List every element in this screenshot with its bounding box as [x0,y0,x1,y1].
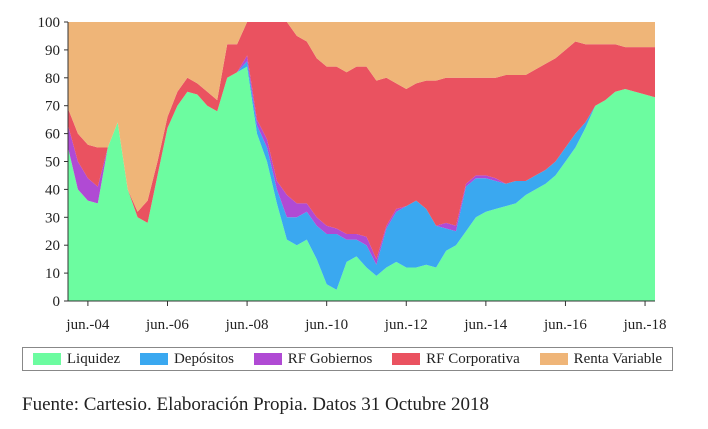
x-tick-label: jun.-06 [145,317,189,333]
area-renta-variable [68,22,655,212]
area-liquidez [68,66,655,301]
y-tick-label: 100 [38,15,61,31]
x-tick-label: jun.-10 [304,317,348,333]
y-tick-label: 10 [45,266,60,282]
source-note: Fuente: Cartesio. Elaboración Propia. Da… [22,394,489,415]
legend-item-rf-corporativa: RF Corporativa [392,351,520,368]
legend-swatch-renta-variable [539,353,568,365]
legend-swatch-rf-corporativa [392,353,421,365]
legend-swatch-rf-gobiernos [253,353,282,365]
x-tick-label: jun.-12 [384,317,428,333]
legend-swatch-depositos [139,353,168,365]
area-rf-corporativa [68,22,655,260]
chart-axes: 0 10 20 30 40 50 60 70 80 90 100 jun.-04 jun.-06 jun.… [38,15,667,333]
legend-label-liquidez: Liquidez [66,350,121,367]
legend-label-renta-variable: Renta Variable [573,350,663,367]
legend: Liquidez Depósitos RF Gobiernos RF Corpo… [22,347,673,371]
y-tick-label: 50 [45,155,60,171]
y-tick-label: 80 [45,71,60,87]
legend-swatch-liquidez [32,353,61,365]
x-tick-label: jun.-16 [543,317,587,333]
y-tick-label: 40 [45,182,60,198]
legend-item-liquidez: Liquidez [32,350,121,368]
x-tick-label: jun.-14 [463,317,507,333]
x-tick-label: jun.-08 [225,317,269,333]
legend-item-renta-variable: Renta Variable [539,350,663,368]
x-tick-label: jun.-04 [65,317,109,333]
legend-label-depositos: Depósitos [173,350,234,367]
legend-item-rf-gobiernos: RF Gobiernos [253,350,373,368]
y-tick-label: 70 [45,99,60,115]
y-tick-label: 0 [53,294,61,310]
y-tick-label: 90 [45,43,60,59]
x-tick-label: jun.-18 [623,317,667,333]
legend-label-rf-corporativa: RF Corporativa [426,350,520,367]
y-tick-label: 60 [45,127,60,143]
y-tick-label: 20 [45,238,60,254]
area-dep-sitos [68,61,655,290]
area-layers [68,22,655,301]
stacked-area-chart: 0 10 20 30 40 50 60 70 80 90 100 jun.-04 jun.-06 jun.… [38,15,667,333]
legend-label-rf-gobiernos: RF Gobiernos [287,350,373,367]
legend-item-depositos: Depósitos [139,350,234,368]
y-tick-label: 30 [45,210,60,226]
